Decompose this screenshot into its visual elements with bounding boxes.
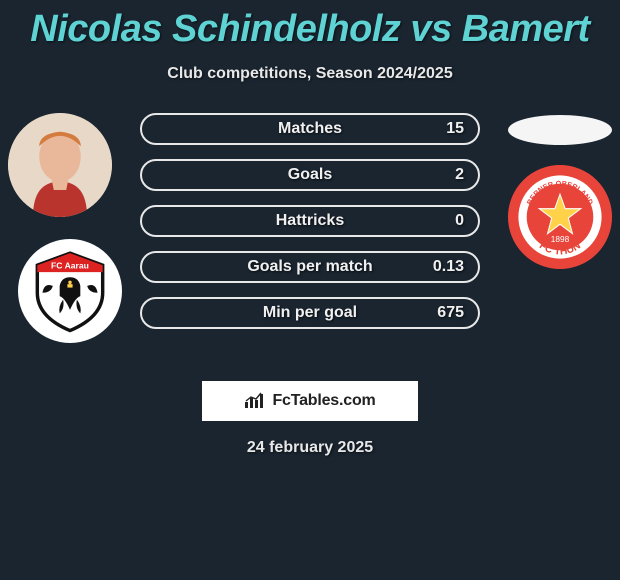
stat-row-goals-per-match: Goals per match 0.13 [140, 251, 480, 283]
fc-thun-crest-icon: 1898 BERNER OBERLAND FC THUN [508, 165, 612, 269]
stat-right-value: 0.13 [414, 258, 464, 276]
stat-label: Goals per match [206, 258, 414, 276]
stat-label: Goals [206, 166, 414, 184]
svg-text:1898: 1898 [551, 234, 570, 244]
date-text: 24 february 2025 [0, 439, 620, 457]
bar-chart-icon [244, 392, 266, 410]
fc-aarau-crest-icon: FC Aarau [27, 248, 113, 334]
stat-label: Hattricks [206, 212, 414, 230]
stat-row-min-per-goal: Min per goal 675 [140, 297, 480, 329]
stat-right-value: 0 [414, 212, 464, 230]
stat-label: Matches [206, 120, 414, 138]
stat-row-hattricks: Hattricks 0 [140, 205, 480, 237]
player-photo-left [8, 113, 112, 217]
watermark-text: FcTables.com [272, 392, 375, 410]
player-photo-right-placeholder [508, 115, 612, 145]
stat-right-value: 675 [414, 304, 464, 322]
watermark: FcTables.com [202, 381, 418, 421]
stat-row-goals: Goals 2 [140, 159, 480, 191]
stat-row-matches: Matches 15 [140, 113, 480, 145]
stat-label: Min per goal [206, 304, 414, 322]
club-logo-right: 1898 BERNER OBERLAND FC THUN [508, 165, 612, 269]
club-logo-left: FC Aarau [18, 239, 122, 343]
comparison-content: FC Aarau 1898 BERNER OBERLAND FC THUN [0, 113, 620, 373]
svg-text:FC Aarau: FC Aarau [51, 261, 89, 271]
subtitle: Club competitions, Season 2024/2025 [0, 65, 620, 83]
stats-list: Matches 15 Goals 2 Hattricks 0 Goals per… [140, 113, 480, 343]
stat-right-value: 2 [414, 166, 464, 184]
page-title: Nicolas Schindelholz vs Bamert [0, 0, 620, 51]
player-headshot-icon [8, 113, 112, 217]
stat-right-value: 15 [414, 120, 464, 138]
